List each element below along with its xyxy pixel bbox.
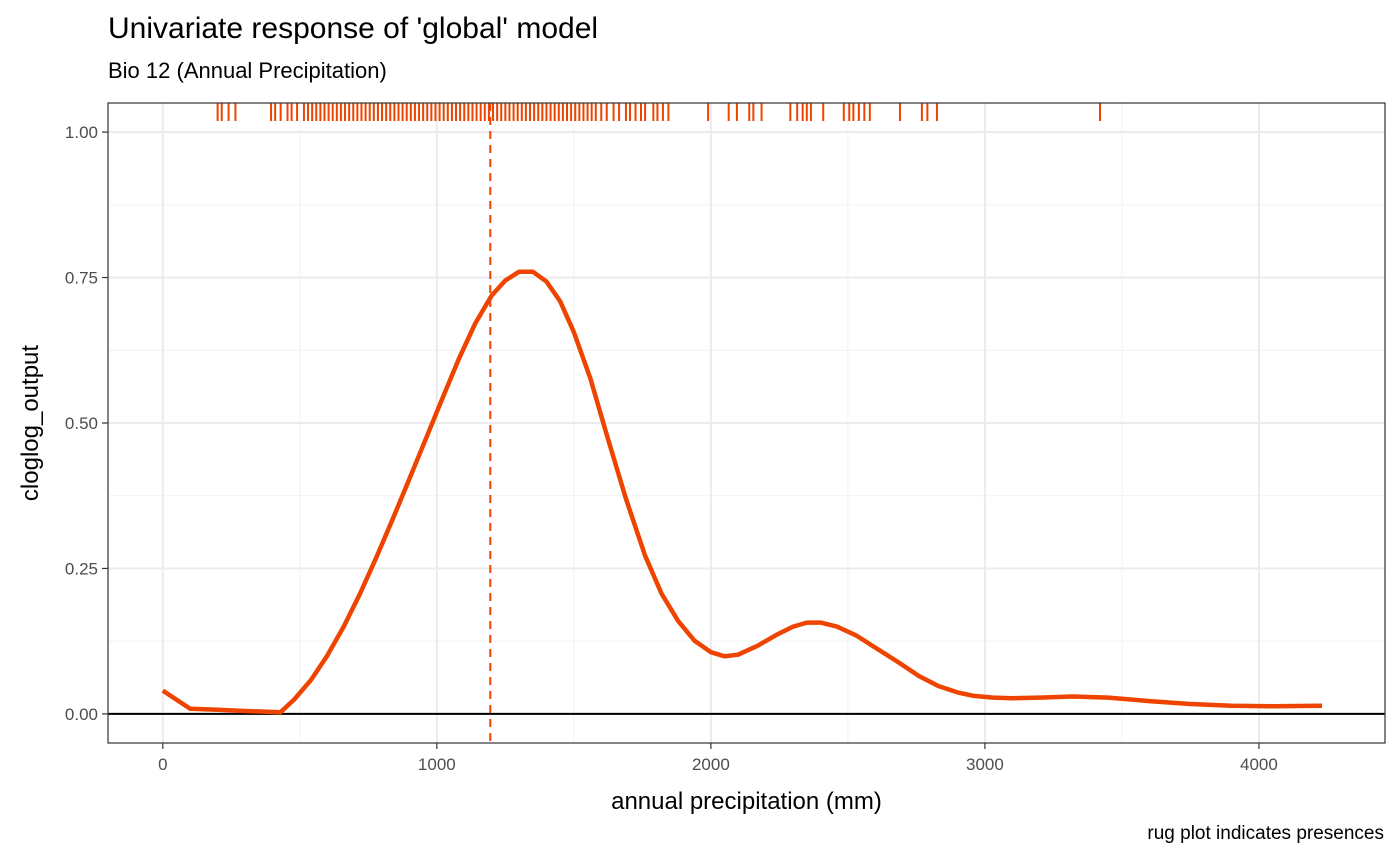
major-grid: [108, 103, 1385, 743]
chart-subtitle: Bio 12 (Annual Precipitation): [108, 58, 387, 83]
y-tick-label: 0.50: [65, 414, 98, 433]
series-layer: [161, 269, 1323, 715]
minor-grid: [108, 103, 1385, 743]
y-tick-label: 0.00: [65, 705, 98, 724]
x-tick-label: 1000: [418, 755, 456, 774]
y-tick-label: 0.25: [65, 559, 98, 578]
response-curve: [161, 269, 1323, 715]
axis-ticks: 0 1000 2000 3000 4000 0.00 0.25 0.50 0.75 1.00: [65, 123, 1278, 774]
x-axis-title: annual precipitation (mm): [611, 788, 882, 815]
y-tick-label: 1.00: [65, 123, 98, 142]
y-axis-title: cloglog_output: [17, 345, 44, 501]
x-tick-label: 4000: [1240, 755, 1278, 774]
x-tick-label: 2000: [692, 755, 730, 774]
x-tick-label: 3000: [966, 755, 1004, 774]
chart-caption: rug plot indicates presences: [1147, 823, 1384, 844]
rug-plot: [216, 103, 1102, 121]
reference-lines: [108, 103, 1385, 743]
chart-title: Univariate response of 'global' model: [108, 12, 599, 45]
y-tick-label: 0.75: [65, 269, 98, 288]
x-tick-label: 0: [158, 755, 167, 774]
